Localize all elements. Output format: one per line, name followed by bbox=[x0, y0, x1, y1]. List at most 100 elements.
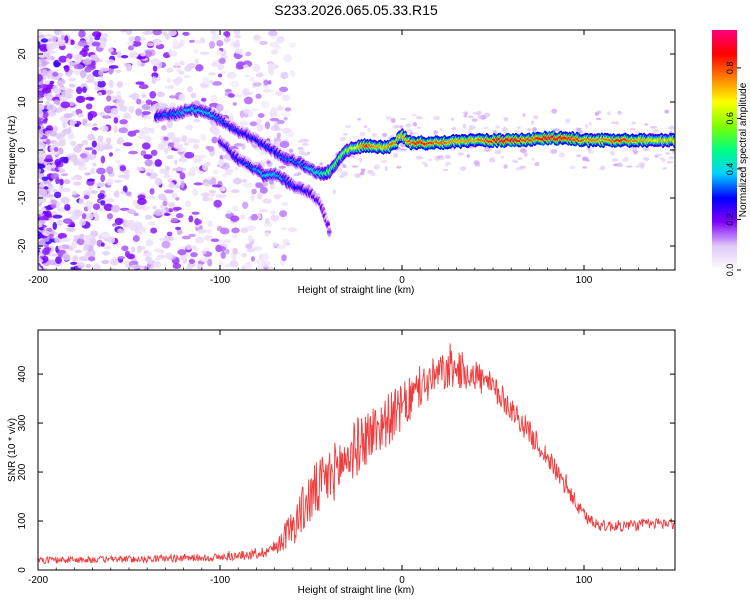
noise-speckle bbox=[142, 30, 153, 35]
noise-speckle bbox=[216, 40, 224, 47]
noise-speckle bbox=[98, 207, 104, 212]
noise-speckle bbox=[41, 87, 52, 94]
noise-speckle bbox=[184, 151, 195, 159]
noise-speckle bbox=[569, 165, 576, 170]
noise-speckle bbox=[133, 129, 140, 133]
noise-speckle bbox=[231, 233, 239, 239]
noise-speckle bbox=[108, 65, 119, 69]
noise-speckle bbox=[253, 34, 261, 41]
noise-speckle bbox=[616, 162, 623, 168]
noise-speckle bbox=[218, 246, 226, 252]
noise-speckle bbox=[224, 263, 231, 268]
noise-speckle bbox=[79, 152, 88, 159]
noise-speckle bbox=[213, 199, 222, 208]
noise-speckle bbox=[406, 129, 413, 133]
noise-speckle bbox=[297, 140, 304, 143]
noise-speckle bbox=[84, 147, 94, 151]
noise-speckle bbox=[194, 58, 200, 64]
noise-speckle bbox=[177, 147, 186, 152]
noise-speckle bbox=[266, 160, 271, 164]
noise-speckle bbox=[67, 127, 72, 134]
noise-speckle bbox=[38, 152, 47, 158]
snr-frame bbox=[37, 329, 676, 571]
noise-speckle bbox=[217, 260, 224, 267]
noise-speckle bbox=[484, 112, 491, 118]
noise-speckle bbox=[267, 80, 272, 85]
noise-speckle bbox=[59, 184, 64, 190]
noise-speckle bbox=[119, 119, 128, 125]
noise-speckle bbox=[137, 225, 147, 233]
noise-speckle bbox=[269, 89, 274, 93]
noise-speckle bbox=[193, 49, 199, 54]
noise-speckle bbox=[152, 205, 157, 210]
noise-speckle bbox=[668, 156, 675, 160]
noise-speckle bbox=[90, 230, 99, 237]
noise-speckle bbox=[239, 110, 245, 119]
noise-speckle bbox=[516, 126, 521, 129]
noise-speckle bbox=[138, 84, 149, 90]
noise-speckle bbox=[228, 113, 233, 120]
noise-speckle bbox=[278, 165, 286, 169]
noise-speckle bbox=[281, 254, 287, 262]
noise-speckle bbox=[447, 161, 451, 166]
noise-speckle bbox=[253, 246, 263, 251]
noise-speckle bbox=[261, 100, 270, 109]
noise-speckle bbox=[257, 113, 265, 118]
noise-speckle bbox=[216, 193, 227, 199]
noise-speckle bbox=[100, 242, 105, 247]
noise-speckle bbox=[66, 73, 72, 78]
noise-speckle bbox=[61, 187, 71, 193]
noise-speckle bbox=[115, 69, 122, 73]
noise-speckle bbox=[38, 31, 43, 36]
snr-x-tick-label: 100 bbox=[576, 575, 593, 586]
noise-speckle bbox=[78, 198, 85, 206]
noise-speckle bbox=[171, 167, 182, 172]
noise-speckle bbox=[103, 245, 112, 250]
noise-speckle bbox=[42, 247, 51, 256]
noise-speckle bbox=[399, 125, 404, 129]
noise-speckle bbox=[149, 188, 155, 195]
noise-speckle bbox=[190, 245, 197, 250]
noise-speckle bbox=[576, 127, 582, 131]
noise-speckle bbox=[82, 234, 93, 240]
noise-speckle bbox=[194, 236, 205, 244]
snr-y-tick-label: 100 bbox=[17, 512, 28, 529]
noise-speckle bbox=[163, 212, 171, 216]
noise-speckle bbox=[658, 157, 666, 160]
noise-speckle bbox=[57, 232, 67, 240]
noise-speckle bbox=[360, 168, 366, 172]
noise-speckle bbox=[390, 118, 396, 123]
spectrogram-y-tick-label: 10 bbox=[17, 96, 28, 108]
noise-speckle bbox=[60, 173, 69, 177]
noise-speckle bbox=[246, 225, 257, 232]
noise-speckle bbox=[92, 203, 101, 210]
noise-speckle bbox=[134, 35, 141, 43]
noise-speckle bbox=[46, 42, 53, 51]
noise-speckle bbox=[587, 150, 594, 154]
noise-speckle bbox=[74, 209, 83, 217]
noise-speckle bbox=[273, 121, 279, 130]
noise-speckle bbox=[279, 140, 290, 149]
snr-ticks: -200 -100 0 100 0 100 200 300 400 bbox=[17, 330, 676, 586]
noise-speckle bbox=[87, 111, 98, 118]
noise-speckle bbox=[60, 237, 71, 243]
noise-speckle bbox=[644, 123, 649, 126]
noise-speckle bbox=[51, 203, 57, 209]
noise-speckle bbox=[650, 125, 657, 129]
noise-speckle bbox=[154, 257, 162, 261]
noise-speckle bbox=[44, 130, 55, 135]
noise-speckle bbox=[231, 253, 237, 261]
noise-speckle bbox=[155, 40, 163, 44]
noise-speckle bbox=[128, 36, 137, 42]
noise-speckle bbox=[358, 157, 363, 163]
noise-speckle bbox=[38, 240, 46, 247]
noise-speckle bbox=[349, 155, 356, 158]
noise-speckle bbox=[135, 81, 145, 85]
noise-speckle bbox=[130, 246, 136, 253]
noise-speckle bbox=[128, 150, 139, 155]
figure-title: S233.2026.065.05.33.R15 bbox=[274, 2, 438, 18]
noise-speckle bbox=[424, 163, 429, 168]
noise-speckle bbox=[134, 204, 145, 210]
spectrogram-branch-mark bbox=[327, 230, 332, 234]
